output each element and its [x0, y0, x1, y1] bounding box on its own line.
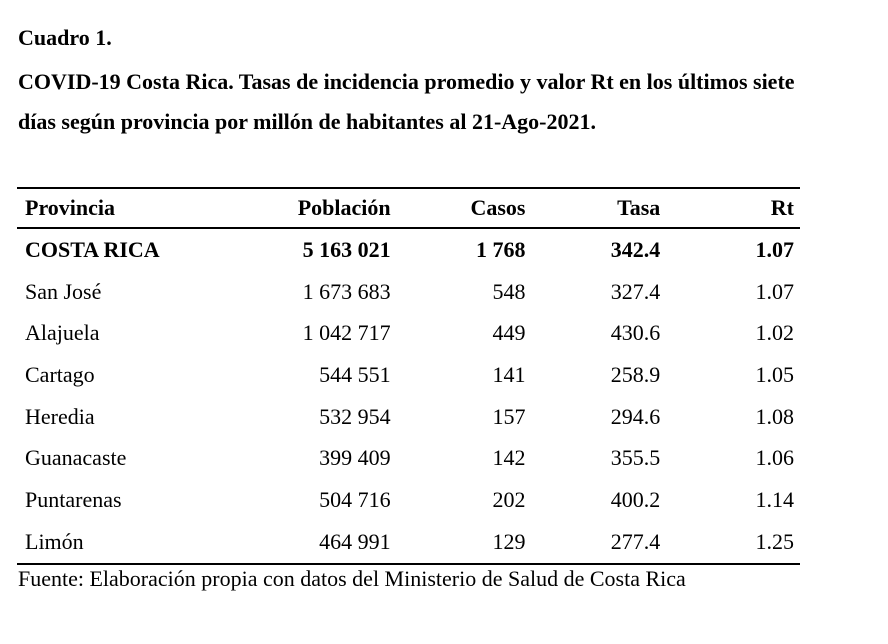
cell-tasa: 294.6 [610, 403, 661, 429]
table-row: Limón 464 991 129 277.4 1.25 [17, 521, 800, 564]
cell-tasa: 400.2 [610, 486, 661, 512]
table-title-line-2: días según provincia por millón de habit… [18, 109, 596, 134]
cell-rt: 1.07 [755, 278, 795, 304]
cell-rt: 1.14 [755, 486, 795, 512]
table-row: Guanacaste 399 409 142 355.5 1.06 [17, 437, 800, 479]
cell-rt: 1.05 [755, 361, 795, 387]
cell-rt: 1.06 [755, 445, 795, 471]
cell-rt: 1.02 [755, 320, 795, 346]
table-title: COVID-19 Costa Rica. Tasas de incidencia… [18, 62, 878, 142]
cell-poblacion: 532 954 [319, 403, 391, 429]
header-casos: Casos [470, 195, 526, 220]
source-note: Fuente: Elaboración propia con datos del… [18, 566, 686, 591]
cell-casos: 1 768 [475, 236, 526, 262]
cell-rt: 1.08 [755, 403, 795, 429]
cell-casos: 202 [492, 486, 526, 512]
cell-casos: 548 [492, 278, 526, 304]
header-poblacion: Población [297, 195, 391, 220]
cell-poblacion: 1 673 683 [302, 278, 391, 304]
cell-provincia: Limón [25, 528, 84, 554]
cell-poblacion: 504 716 [319, 486, 391, 512]
cell-provincia: Alajuela [25, 320, 100, 346]
header-rt: Rt [770, 195, 794, 220]
cell-poblacion: 5 163 021 [302, 236, 391, 262]
cell-poblacion: 544 551 [319, 361, 391, 387]
table-row: Alajuela 1 042 717 449 430.6 1.02 [17, 312, 800, 354]
header-row: Provincia Población Casos Tasa Rt [17, 188, 800, 228]
cell-tasa: 355.5 [610, 445, 661, 471]
cell-provincia: Puntarenas [25, 486, 122, 512]
table-row: San José 1 673 683 548 327.4 1.07 [17, 271, 800, 313]
covid-rates-table: Provincia Población Casos Tasa Rt COSTA … [17, 187, 800, 565]
cell-tasa: 277.4 [610, 528, 661, 554]
table-row: Heredia 532 954 157 294.6 1.08 [17, 396, 800, 438]
cell-casos: 141 [492, 361, 526, 387]
cell-poblacion: 1 042 717 [302, 320, 391, 346]
cell-provincia: Guanacaste [25, 445, 127, 471]
table-row-total: COSTA RICA 5 163 021 1 768 342.4 1.07 [17, 228, 800, 271]
cell-tasa: 258.9 [610, 361, 661, 387]
cell-casos: 129 [492, 528, 526, 554]
data-table-container: Provincia Población Casos Tasa Rt COSTA … [17, 187, 800, 565]
cell-poblacion: 464 991 [319, 528, 391, 554]
cell-casos: 142 [492, 445, 526, 471]
table-row: Puntarenas 504 716 202 400.2 1.14 [17, 479, 800, 521]
cell-rt: 1.25 [755, 528, 795, 554]
cell-tasa: 327.4 [610, 278, 661, 304]
cell-provincia: COSTA RICA [25, 236, 160, 262]
cell-rt: 1.07 [755, 236, 795, 262]
header-provincia: Provincia [25, 195, 116, 220]
cell-tasa: 430.6 [610, 320, 661, 346]
cell-tasa: 342.4 [610, 236, 661, 262]
table-row: Cartago 544 551 141 258.9 1.05 [17, 354, 800, 396]
cell-poblacion: 399 409 [319, 445, 391, 471]
cell-casos: 157 [492, 403, 526, 429]
cell-provincia: San José [25, 278, 102, 304]
table-title-line-1: COVID-19 Costa Rica. Tasas de incidencia… [18, 69, 795, 94]
cell-provincia: Heredia [25, 403, 95, 429]
header-tasa: Tasa [617, 195, 661, 220]
table-number: Cuadro 1. [18, 25, 112, 50]
cell-casos: 449 [492, 320, 526, 346]
cell-provincia: Cartago [25, 361, 95, 387]
